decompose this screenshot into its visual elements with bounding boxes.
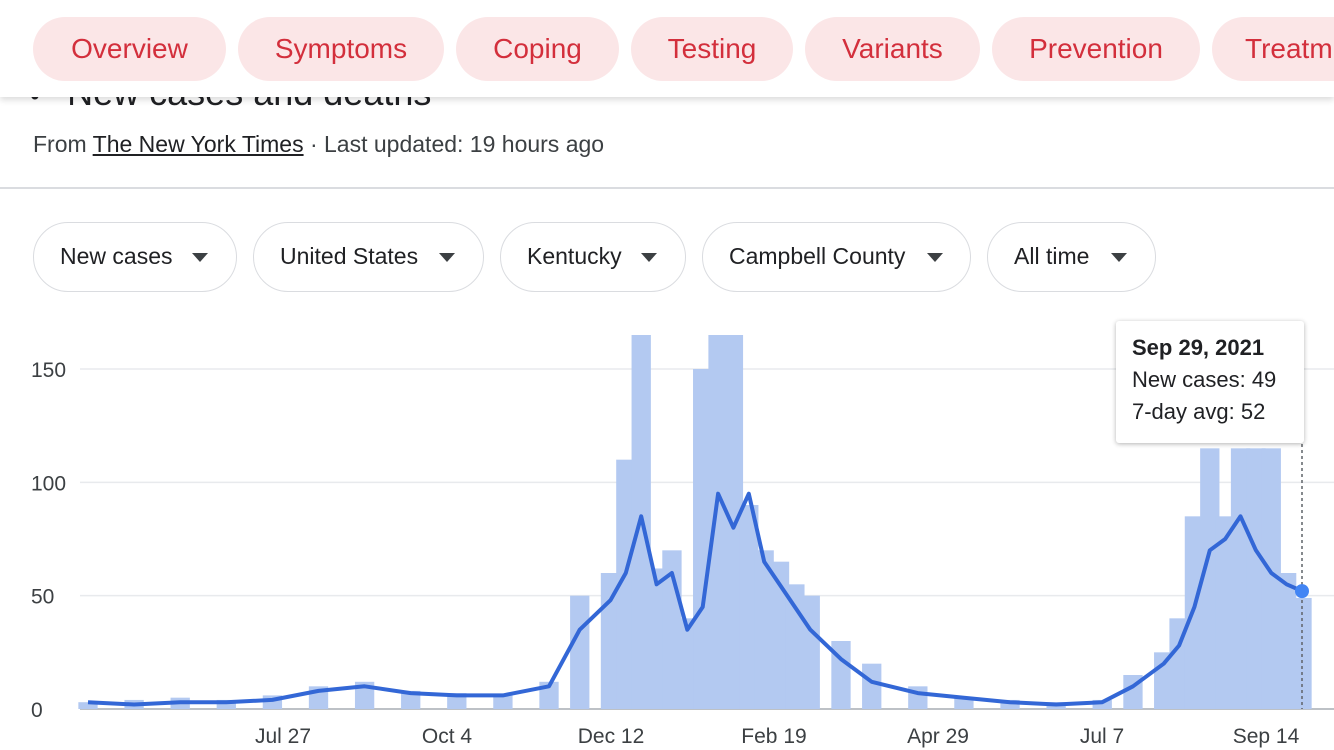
- x-tick-label: Sep 14: [1233, 725, 1300, 748]
- daily-case-bar: [754, 550, 774, 709]
- daily-case-bar: [800, 595, 820, 709]
- daily-case-bar: [677, 618, 697, 709]
- tooltip-7day-avg: 7-day avg: 52: [1132, 399, 1266, 424]
- tab-symptoms[interactable]: Symptoms: [238, 17, 444, 81]
- daily-case-bar: [1276, 573, 1297, 709]
- metric-dropdown-label: New cases: [60, 243, 173, 269]
- time-range-dropdown[interactable]: All time: [987, 222, 1156, 292]
- cases-chart[interactable]: 0 50 100 150 Jul 27 Oct 4 Dec 12 Feb 19 Apr 29 Ju…: [0, 300, 1334, 750]
- tab-treatment[interactable]: Treatm: [1212, 17, 1334, 81]
- daily-case-bar: [1184, 516, 1205, 709]
- y-tick-label: 100: [31, 472, 66, 495]
- daily-case-bar: [1292, 597, 1312, 709]
- daily-case-bar: [78, 702, 98, 709]
- chevron-down-icon: [1111, 253, 1127, 262]
- daily-case-bar: [693, 369, 713, 709]
- y-tick-label: 150: [31, 359, 66, 382]
- daily-case-bar: [1261, 448, 1281, 709]
- daily-case-bar: [570, 595, 590, 709]
- chart-tooltip: Sep 29, 2021 New cases: 49 7-day avg: 52: [1116, 321, 1304, 443]
- tab-variants[interactable]: Variants: [805, 17, 980, 81]
- tab-prevention[interactable]: Prevention: [992, 17, 1200, 81]
- county-dropdown-label: Campbell County: [729, 243, 906, 269]
- daily-case-bar: [1230, 448, 1251, 709]
- daily-case-bar: [216, 699, 236, 709]
- source-prefix: From: [33, 131, 87, 157]
- chevron-down-icon: [927, 253, 943, 262]
- country-dropdown-label: United States: [280, 243, 419, 269]
- daily-case-bar: [1215, 516, 1235, 709]
- x-tick-label: Apr 29: [907, 725, 969, 748]
- seven-day-avg-line: [87, 491, 1303, 707]
- time-range-dropdown-label: All time: [1014, 243, 1090, 269]
- x-tick-label: Dec 12: [578, 725, 645, 748]
- chevron-down-icon: [192, 253, 208, 262]
- source-link[interactable]: The New York Times: [92, 131, 304, 157]
- topic-tab-bar: Overview Symptoms Coping Testing Variant…: [0, 0, 1334, 97]
- daily-case-bar: [708, 335, 728, 709]
- country-dropdown[interactable]: United States: [253, 222, 484, 292]
- daily-case-bar: [1092, 699, 1112, 709]
- chevron-down-icon: [439, 253, 455, 262]
- daily-case-bar: [1169, 618, 1189, 709]
- daily-case-bar: [1000, 699, 1020, 709]
- daily-case-bar: [616, 459, 636, 709]
- daily-case-bar: [862, 663, 882, 709]
- daily-case-bar: [1246, 448, 1266, 709]
- state-dropdown[interactable]: Kentucky: [500, 222, 686, 292]
- x-tick-label: Feb 19: [741, 725, 806, 748]
- chevron-down-icon: [641, 253, 657, 262]
- x-tick-label: Jul 7: [1080, 725, 1124, 748]
- county-dropdown[interactable]: Campbell County: [702, 222, 971, 292]
- x-tick-label: Jul 27: [255, 725, 311, 748]
- hover-point: [1295, 584, 1309, 599]
- tab-coping[interactable]: Coping: [456, 17, 619, 81]
- daily-case-bar: [401, 690, 421, 709]
- x-tick-label: Oct 4: [422, 725, 473, 748]
- daily-case-bar: [646, 568, 667, 709]
- daily-case-bar: [739, 505, 759, 709]
- metric-dropdown[interactable]: New cases: [33, 222, 237, 292]
- divider: [0, 187, 1334, 189]
- daily-case-bar: [954, 697, 974, 709]
- last-updated: · Last updated: 19 hours ago: [309, 131, 605, 157]
- tab-overview[interactable]: Overview: [33, 17, 226, 81]
- source-line: From The New York Times · Last updated: …: [33, 131, 604, 158]
- daily-case-bar: [493, 695, 513, 709]
- daily-case-bar: [1200, 448, 1220, 709]
- tooltip-date: Sep 29, 2021: [1132, 335, 1265, 360]
- tab-testing[interactable]: Testing: [631, 17, 793, 81]
- y-tick-label: 50: [31, 586, 54, 609]
- tooltip-new-cases: New cases: 49: [1132, 367, 1277, 392]
- state-dropdown-label: Kentucky: [527, 243, 622, 269]
- daily-case-bar: [769, 561, 790, 709]
- y-tick-label: 0: [31, 699, 43, 722]
- daily-case-bar: [723, 335, 744, 709]
- daily-case-bar: [831, 641, 851, 709]
